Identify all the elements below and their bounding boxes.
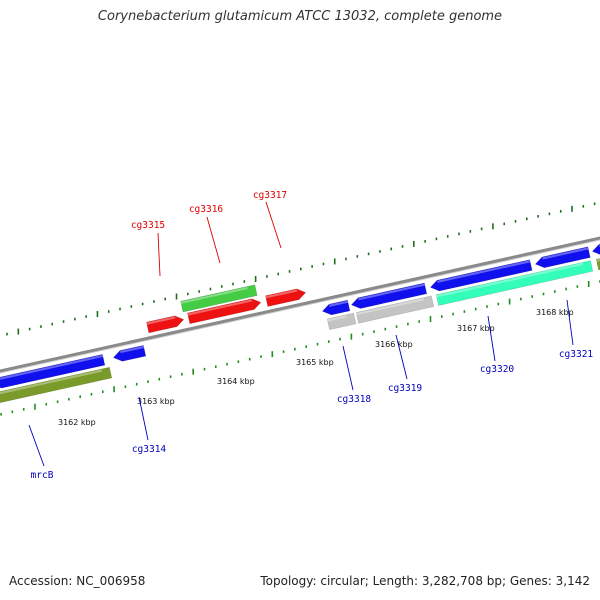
cds-arrow-cg3315 bbox=[146, 315, 185, 334]
accession-text: Accession: NC_006958 bbox=[9, 574, 146, 588]
cds-arrow-cg3320-highlight bbox=[437, 260, 531, 283]
gene-leader-line-cg3320 bbox=[487, 315, 496, 362]
cds-arrow-cg3319 bbox=[350, 282, 428, 309]
cds-arrow-mrcb bbox=[0, 354, 106, 389]
cds-arrow-cg3320 bbox=[429, 259, 533, 292]
scale-label: 3166 kbp bbox=[375, 340, 413, 349]
scale-label: 3163 kbp bbox=[137, 397, 175, 406]
cds-arrow-cg3320-group bbox=[429, 259, 533, 292]
gene-label-cg3318: cg3318 bbox=[337, 394, 372, 405]
feature-cg3320-aqua-highlight bbox=[436, 262, 584, 298]
features bbox=[0, 239, 600, 404]
cds-arrow-cg3317 bbox=[265, 288, 307, 307]
gene-leader-line-cg3314 bbox=[138, 396, 149, 441]
feature-cg3319-gray-group bbox=[355, 295, 435, 324]
feature-olive-right bbox=[595, 252, 600, 271]
feature-cg3318-gray bbox=[326, 312, 357, 331]
cds-arrow-cg3317-group bbox=[265, 288, 307, 307]
cds-arrow-cg3319-group bbox=[350, 282, 428, 309]
rna-feature-cg3316-highlight bbox=[180, 287, 248, 304]
feature-cg3318-gray-highlight bbox=[327, 315, 347, 322]
gene-leader-line-cg3321 bbox=[566, 299, 574, 346]
gene-leader-line-cg3317 bbox=[265, 201, 282, 249]
scale-label: 3168 kbp bbox=[536, 308, 574, 317]
gene-leader-line-cg3319 bbox=[395, 334, 408, 380]
cds-arrow-cg3321-group bbox=[534, 246, 591, 269]
cds-arrow-cg3316-group bbox=[187, 298, 262, 325]
map-title: Corynebacterium glutamicum ATCC 13032, c… bbox=[97, 9, 503, 24]
scale-label: 3167 kbp bbox=[457, 324, 495, 333]
feature-mrcb-olive-group bbox=[0, 366, 113, 404]
cds-arrow-next bbox=[591, 239, 600, 256]
gene-leader-line-cg3318 bbox=[342, 345, 354, 391]
gene-leader-line-mrcb bbox=[28, 424, 45, 467]
feature-cg3319-gray bbox=[355, 295, 435, 324]
labels: 3162 kbp 3163 kbp 3164 kbp 3165 kbp 3166 kbp… bbox=[28, 190, 594, 481]
feature-cg3318-gray-group bbox=[326, 312, 357, 331]
cds-arrow-cg3318-highlight bbox=[329, 300, 349, 307]
scale-label: 3164 kbp bbox=[217, 377, 255, 386]
cds-arrow-cg3314 bbox=[112, 344, 147, 362]
gene-label-mrcb: mrcB bbox=[31, 470, 54, 481]
cds-arrow-cg3321 bbox=[534, 246, 591, 269]
cds-arrow-cg3319-highlight bbox=[358, 283, 425, 301]
rna-feature-cg3316 bbox=[180, 284, 258, 313]
cds-arrow-cg3318-group bbox=[321, 299, 351, 316]
cds-arrow-cg3317-highlight bbox=[265, 289, 298, 299]
cds-arrow-mrcb-highlight bbox=[0, 354, 104, 380]
feature-cg3320-aqua bbox=[435, 260, 594, 306]
feature-cg3319-gray-highlight bbox=[356, 298, 425, 316]
cds-arrow-cg3321-highlight bbox=[542, 247, 589, 260]
backbone-line bbox=[0, 236, 600, 373]
gene-label-cg3315: cg3315 bbox=[131, 220, 165, 231]
feature-cg3320-aqua-group bbox=[435, 260, 594, 306]
feature-mrcb-olive-highlight bbox=[0, 369, 103, 396]
cds-arrow-mrcb-group bbox=[0, 354, 106, 389]
gene-label-cg3319: cg3319 bbox=[388, 383, 423, 394]
gene-label-cg3317: cg3317 bbox=[253, 190, 287, 201]
gene-label-cg3316: cg3316 bbox=[189, 204, 224, 215]
scale-label: 3165 kbp bbox=[296, 358, 334, 367]
gene-leader-line-cg3316 bbox=[206, 216, 221, 264]
cds-arrow-cg3318 bbox=[321, 299, 351, 316]
gene-label-cg3314: cg3314 bbox=[132, 444, 167, 455]
scale-label: 3162 kbp bbox=[58, 418, 96, 427]
gene-leader-line-cg3315 bbox=[157, 232, 161, 277]
gene-label-cg3320: cg3320 bbox=[480, 364, 515, 375]
cds-arrow-cg3316-highlight bbox=[187, 299, 253, 316]
cds-arrow-cg3315-highlight bbox=[146, 316, 176, 325]
genome-stats-text: Topology: circular; Length: 3,282,708 bp… bbox=[260, 574, 590, 588]
cds-arrow-cg3314-group bbox=[112, 344, 147, 362]
backbone bbox=[0, 236, 600, 374]
cds-arrow-cg3315-group bbox=[146, 315, 185, 334]
cds-arrow-cg3314-highlight bbox=[120, 345, 145, 354]
feature-mrcb-olive bbox=[0, 366, 113, 404]
gene-label-cg3321: cg3321 bbox=[559, 349, 594, 360]
cds-arrow-next-group bbox=[591, 239, 600, 256]
rna-feature-cg3316-group bbox=[180, 284, 258, 313]
feature-olive-right-group bbox=[595, 252, 600, 271]
tick-marks bbox=[0, 202, 600, 416]
cds-arrow-cg3316 bbox=[187, 298, 262, 325]
